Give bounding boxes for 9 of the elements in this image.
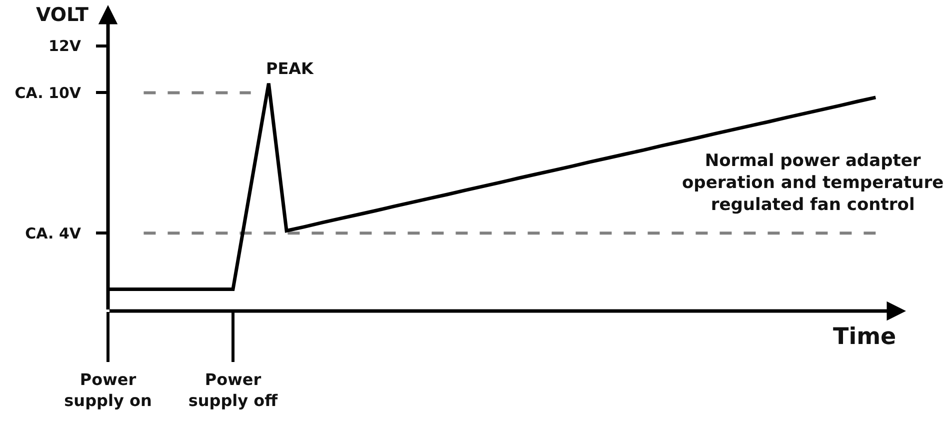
- y-tick-label: CA. 4V: [25, 224, 82, 242]
- y-tick-label: 12V: [48, 37, 82, 56]
- y-axis-title: VOLT: [36, 4, 88, 26]
- annotation: Normal power adapter operation and temperature regulated fan control: [682, 151, 944, 216]
- x-axis-title: Time: [833, 324, 896, 350]
- x-tick-label: Power supply off: [188, 370, 279, 410]
- y-tick-label: CA. 10V: [14, 84, 82, 102]
- annotation: PEAK: [266, 59, 314, 78]
- x-tick-label: Power supply on: [64, 370, 152, 410]
